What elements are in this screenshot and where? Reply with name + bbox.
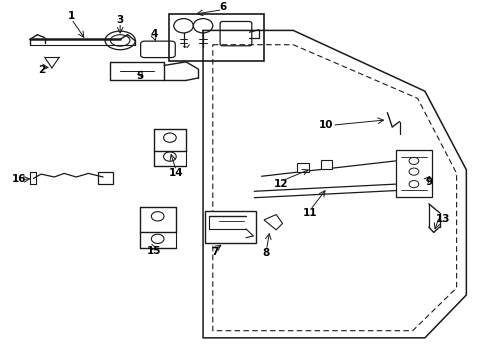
Text: 1: 1 <box>68 11 75 21</box>
Text: 10: 10 <box>319 120 333 130</box>
Text: 11: 11 <box>303 208 317 218</box>
Text: 3: 3 <box>116 15 123 25</box>
Bar <box>204 211 255 243</box>
Text: 5: 5 <box>136 71 143 81</box>
Text: 12: 12 <box>273 179 288 189</box>
Bar <box>168 14 264 61</box>
Text: 6: 6 <box>219 2 226 12</box>
Text: 15: 15 <box>147 246 161 256</box>
Text: 13: 13 <box>435 214 450 224</box>
Text: 9: 9 <box>425 177 431 187</box>
Text: 14: 14 <box>168 168 183 179</box>
Text: 16: 16 <box>12 175 26 184</box>
FancyBboxPatch shape <box>297 163 308 172</box>
Text: 4: 4 <box>150 29 158 39</box>
Text: 2: 2 <box>39 65 46 75</box>
Bar <box>98 172 113 184</box>
FancyBboxPatch shape <box>320 160 331 169</box>
Text: 8: 8 <box>262 248 269 258</box>
Text: 7: 7 <box>211 247 219 257</box>
Bar <box>395 150 431 197</box>
